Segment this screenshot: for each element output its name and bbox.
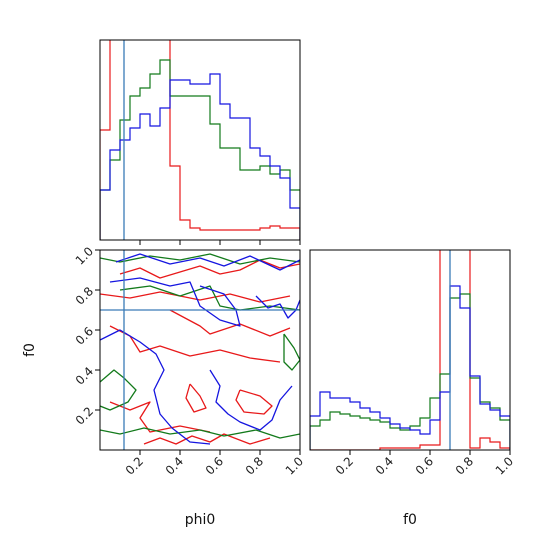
contour-red bbox=[109, 325, 281, 363]
phi0-f0-contour-panel: 0.2 0.4 0.6 0.8 1.0 0.2 0.4 0.6 0.8 1.0 bbox=[73, 244, 306, 477]
contour-xtick-label: 0.8 bbox=[243, 454, 266, 477]
contour-green bbox=[100, 427, 300, 439]
f0-frame bbox=[309, 249, 511, 451]
contour-blue bbox=[209, 369, 293, 431]
contour-blue bbox=[115, 253, 300, 271]
contour-red bbox=[143, 433, 271, 445]
x-axis-label-phi0: phi0 bbox=[185, 512, 216, 528]
contour-red bbox=[109, 401, 211, 433]
phi0-hist-green bbox=[100, 59, 300, 240]
f0-xtick-label: 0.8 bbox=[453, 454, 476, 477]
contour-ytick-label: 0.8 bbox=[73, 284, 96, 307]
phi0-histogram-panel bbox=[99, 39, 301, 245]
contour-ytick-label: 0.2 bbox=[73, 404, 96, 427]
contour-red bbox=[235, 389, 273, 415]
contour-xtick-label: 1.0 bbox=[283, 454, 306, 477]
f0-xtick-label: 0.4 bbox=[373, 454, 396, 477]
contour-blue bbox=[109, 277, 241, 327]
f0-hist-red bbox=[310, 250, 510, 450]
contour-green bbox=[119, 285, 300, 311]
f0-histogram-panel: 0.2 0.4 0.6 0.8 1.0 bbox=[309, 249, 516, 478]
contour-ytick-label: 0.6 bbox=[73, 324, 96, 347]
f0-hist-green bbox=[310, 293, 510, 450]
x-axis-label-f0: f0 bbox=[403, 512, 417, 528]
contour-green bbox=[283, 333, 300, 371]
contour-green bbox=[100, 369, 137, 411]
contour-red bbox=[169, 309, 291, 337]
contour-red bbox=[119, 259, 300, 279]
contour-xtick-label: 0.6 bbox=[203, 454, 226, 477]
f0-xtick-label: 0.6 bbox=[413, 454, 436, 477]
phi0-plot-area bbox=[100, 40, 300, 240]
contour-plot-area bbox=[100, 250, 300, 450]
contour-xtick-label: 0.4 bbox=[163, 454, 186, 477]
phi0-frame bbox=[99, 39, 301, 241]
phi0-hist-blue bbox=[100, 73, 300, 240]
f0-xtick-label: 0.2 bbox=[333, 454, 356, 477]
contour-red bbox=[185, 383, 207, 413]
contour-green bbox=[100, 253, 300, 265]
contour-ytick-label: 0.4 bbox=[73, 364, 96, 387]
y-axis-label-f0: f0 bbox=[22, 343, 38, 357]
contour-red bbox=[100, 291, 291, 303]
contour-xtick-label: 0.2 bbox=[123, 454, 146, 477]
f0-xtick-label: 1.0 bbox=[493, 454, 516, 477]
f0-hist-blue bbox=[310, 285, 510, 450]
contour-blue bbox=[100, 329, 211, 445]
contour-frame bbox=[99, 249, 301, 451]
contour-blue bbox=[255, 295, 300, 319]
phi0-hist-red bbox=[100, 40, 300, 240]
f0-plot-area bbox=[310, 250, 510, 450]
contour-ytick-label: 1.0 bbox=[73, 244, 96, 267]
